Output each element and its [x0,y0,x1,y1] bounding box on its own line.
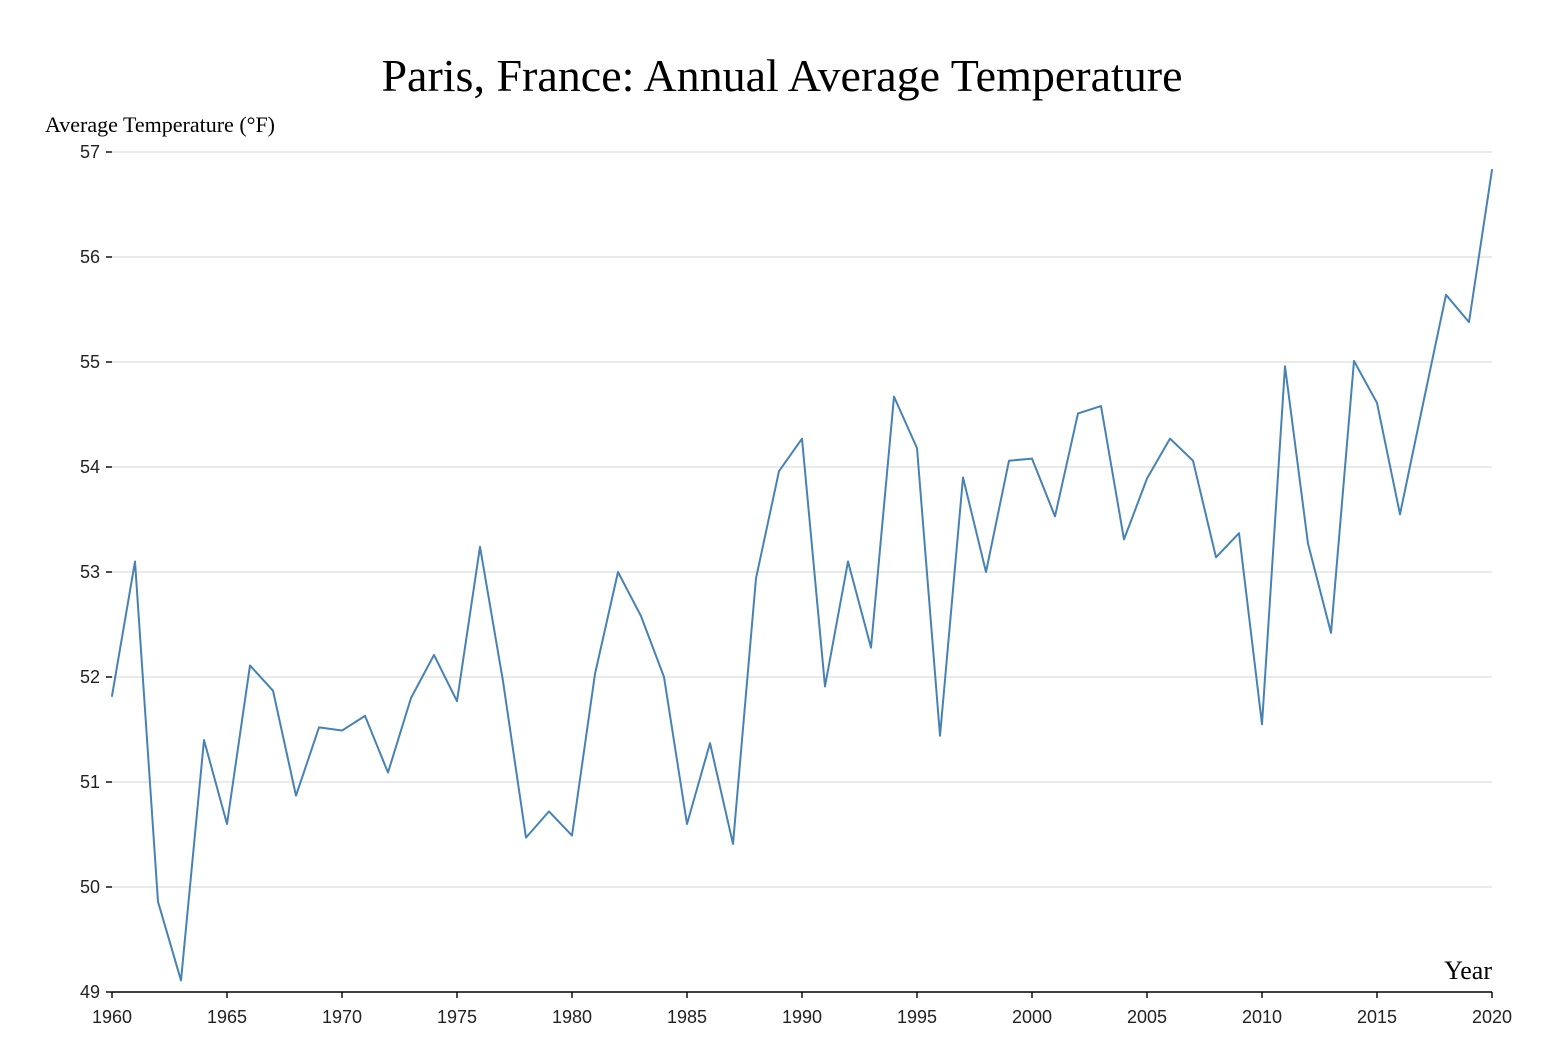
data-point [364,715,366,717]
x-tick-label: 2005 [1127,1007,1167,1027]
x-tick-label: 1970 [322,1007,362,1027]
data-point [1169,438,1171,440]
y-tick-label: 49 [80,982,100,1002]
x-axis: 1960 1965 1970 1975 1980 1985 1990 1995 2000 2005… [92,991,1512,1027]
data-point [1123,538,1125,540]
y-tick-label: 53 [80,562,100,582]
data-point [548,810,550,812]
y-tick-label: 56 [80,247,100,267]
data-point [1261,723,1263,725]
data-point [755,577,757,579]
data-point [272,690,274,692]
data-point [1215,556,1217,558]
data-point [1422,403,1424,405]
data-point [1376,402,1378,404]
data-point [778,470,780,472]
data-point [111,695,113,697]
data-point [709,742,711,744]
data-point [1077,412,1079,414]
data-point [1054,515,1056,517]
data-point [226,823,228,825]
data-point [1399,513,1401,515]
plot-area [111,168,1493,982]
data-point [203,739,205,741]
data-point [939,735,941,737]
x-axis-title: Year [1444,956,1492,985]
x-tick-label: 2000 [1012,1007,1052,1027]
x-tick-label: 1985 [667,1007,707,1027]
data-point [870,647,872,649]
chart-title: Paris, France: Annual Average Temperatur… [381,50,1182,101]
data-point [824,685,826,687]
data-point [1330,632,1332,634]
grid-lines [112,151,1492,888]
y-tick-label: 52 [80,667,100,687]
data-point [571,835,573,837]
data-point [295,795,297,797]
data-point [893,396,895,398]
x-tick-label: 1980 [552,1007,592,1027]
series-line [111,168,1493,982]
x-tick-label: 2015 [1357,1007,1397,1027]
data-point [1238,532,1240,534]
data-point [686,823,688,825]
x-tick-label: 1995 [897,1007,937,1027]
x-tick-label: 2020 [1472,1007,1512,1027]
data-point [249,664,251,666]
data-point [985,571,987,573]
x-tick-label: 2010 [1242,1007,1282,1027]
y-axis: 49 50 51 52 53 54 55 56 57 [80,142,112,1002]
x-tick-label: 1990 [782,1007,822,1027]
y-tick-label: 57 [80,142,100,162]
data-point [1008,460,1010,462]
data-point [1445,294,1447,296]
data-point [502,680,504,682]
data-point [962,477,964,479]
data-point [157,901,159,903]
data-point [847,561,849,563]
data-point [732,843,734,845]
data-point [433,654,435,656]
data-point [134,561,136,563]
data-point [1192,460,1194,462]
data-point [640,615,642,617]
data-point [1491,169,1493,171]
x-tick-label: 1975 [437,1007,477,1027]
data-point [341,730,343,732]
y-tick-label: 55 [80,352,100,372]
data-point [594,673,596,675]
data-point [801,438,803,440]
data-point [410,697,412,699]
data-point [318,726,320,728]
y-tick-label: 51 [80,772,100,792]
data-point [1100,405,1102,407]
data-point [617,571,619,573]
data-point [663,676,665,678]
data-point [180,979,182,981]
y-axis-title: Average Temperature (°F) [45,112,275,137]
y-tick-label: 54 [80,457,100,477]
data-point [1468,321,1470,323]
data-point [387,772,389,774]
x-tick-label: 1965 [207,1007,247,1027]
data-point [479,546,481,548]
y-tick-label: 50 [80,877,100,897]
data-point [1031,458,1033,460]
data-point [1307,543,1309,545]
x-tick-label: 1960 [92,1007,132,1027]
data-point [916,447,918,449]
data-point [1146,478,1148,480]
data-point [1353,360,1355,362]
data-point [1284,365,1286,367]
data-point [456,700,458,702]
data-point [525,837,527,839]
